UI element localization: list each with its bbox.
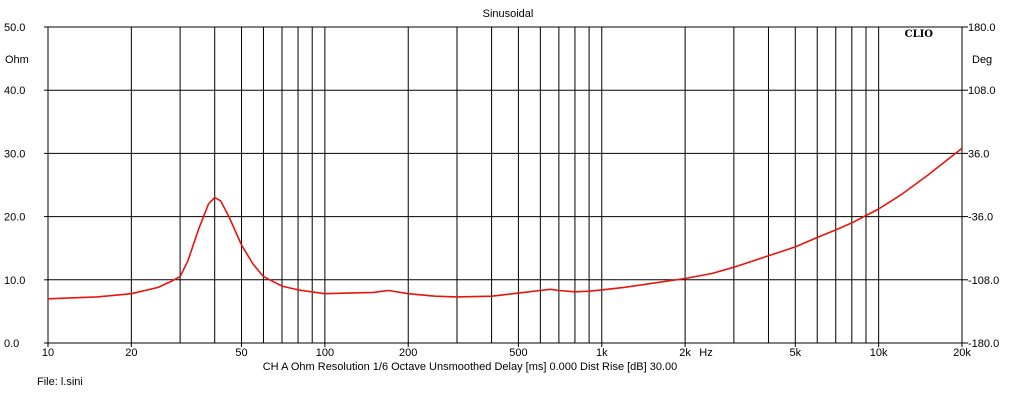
x-unit-label: Hz bbox=[699, 347, 712, 359]
left-tick-label: 0.0 bbox=[4, 338, 19, 350]
chart-title: Sinusoidal bbox=[483, 8, 534, 20]
left-tick-label: 40.0 bbox=[4, 85, 25, 97]
x-tick-label: 10k bbox=[870, 347, 888, 359]
right-tick-label: 180.0 bbox=[968, 22, 996, 34]
left-tick-label: 50.0 bbox=[4, 22, 25, 34]
x-tick-label: 200 bbox=[399, 347, 417, 359]
x-tick-label: 2k bbox=[679, 347, 691, 359]
x-tick-label: 20 bbox=[125, 347, 137, 359]
x-tick-label: 100 bbox=[316, 347, 334, 359]
right-tick-label: 36.0 bbox=[968, 148, 989, 160]
brand-label: CLIO bbox=[905, 29, 934, 40]
left-tick-label: 10.0 bbox=[4, 275, 25, 287]
right-tick-label: -108.0 bbox=[968, 275, 999, 287]
x-tick-label: 5k bbox=[789, 347, 801, 359]
left-tick-label: 20.0 bbox=[4, 212, 25, 224]
x-tick-label: 1k bbox=[596, 347, 608, 359]
right-tick-label: -180.0 bbox=[968, 338, 999, 350]
x-tick-label: 20k bbox=[953, 347, 971, 359]
left-tick-label: 30.0 bbox=[4, 148, 25, 160]
file-label: File: l.sini bbox=[37, 376, 83, 388]
right-tick-label: -36.0 bbox=[968, 212, 993, 224]
left-unit-label: Ohm bbox=[5, 54, 29, 66]
x-tick-label: 10 bbox=[42, 347, 54, 359]
right-tick-label: 108.0 bbox=[968, 85, 996, 97]
right-unit-label: Deg bbox=[972, 54, 992, 66]
measurement-info: CH A Ohm Resolution 1/6 Octave Unsmoothe… bbox=[263, 361, 678, 373]
x-tick-label: 500 bbox=[509, 347, 527, 359]
x-tick-label: 50 bbox=[235, 347, 247, 359]
